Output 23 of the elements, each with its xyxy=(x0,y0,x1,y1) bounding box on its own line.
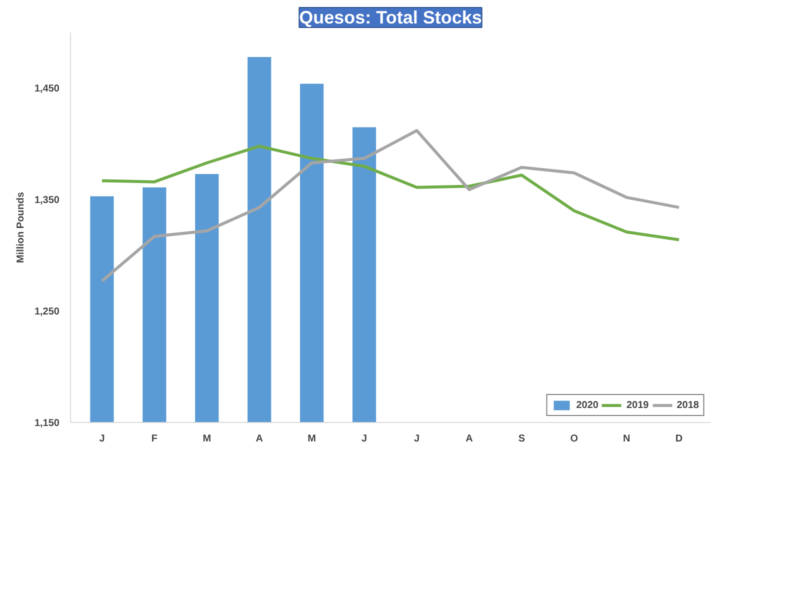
x-tick-label: A xyxy=(466,434,473,444)
x-tick-label: A xyxy=(256,434,263,444)
legend-label: 2018 xyxy=(676,400,699,410)
x-tick-label: O xyxy=(570,434,578,444)
y-tick-label: 1,150 xyxy=(34,418,60,429)
y-tick-label: 1,350 xyxy=(34,195,60,206)
x-tick-label: M xyxy=(308,434,316,444)
line-series xyxy=(100,129,681,282)
y-tick-label: 1,450 xyxy=(34,84,60,95)
x-tick-label: J xyxy=(99,434,105,444)
x-tick-label: N xyxy=(622,434,630,444)
line-series xyxy=(100,144,681,242)
x-tick-label: M xyxy=(202,434,212,444)
x-tick-label: S xyxy=(518,434,526,444)
y-axis-title: Million Pounds xyxy=(15,192,26,264)
y-tick-label: 1,250 xyxy=(34,306,60,318)
x-tick-label: J xyxy=(414,434,420,444)
x-tick-label: J xyxy=(361,434,368,444)
chart-title: Quesos: Total Stocks xyxy=(299,8,482,28)
x-tick-label: F xyxy=(151,434,158,444)
x-tick-label: D xyxy=(675,434,683,444)
legend-label: 2019 xyxy=(626,400,649,410)
legend-label: 2020 xyxy=(576,400,598,410)
